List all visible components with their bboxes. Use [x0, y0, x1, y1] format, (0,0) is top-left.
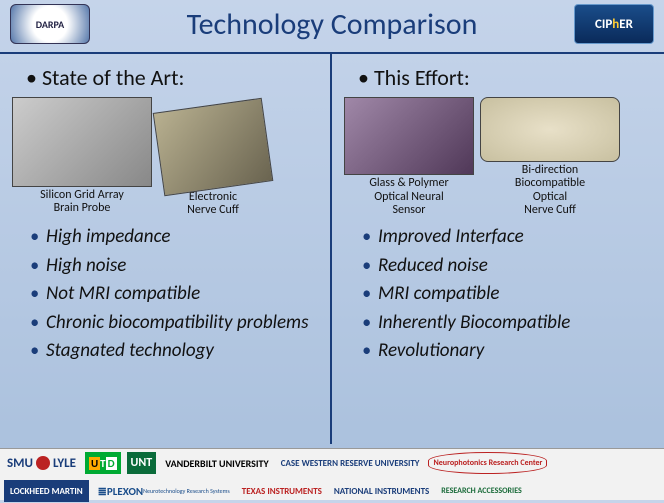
bullet-item: Stagnated technology — [30, 337, 318, 366]
bullet-item: High impedance — [30, 223, 318, 252]
cipher-pre: CIP — [595, 17, 612, 32]
bullet-item: Improved Interface — [362, 223, 652, 252]
footer-row-1: SMULYLE UTD UNT VANDERBILT UNIVERSITY CA… — [4, 451, 660, 475]
utd-logo: UTD — [85, 452, 121, 474]
image-caption: ElectronicNerve Cuff — [187, 191, 239, 217]
bullet-item: Revolutionary — [362, 337, 652, 366]
image-optical-cuff: Bi-directionBiocompatibleOpticalNerve Cu… — [480, 97, 620, 217]
bullet-item: Chronic biocompatibility problems — [30, 309, 318, 338]
optical-sensor-image — [344, 97, 474, 175]
header: DARPA Technology Comparison CIPhER — [0, 0, 664, 54]
bullet-item: High noise — [30, 252, 318, 281]
cipher-logo: CIPhER — [574, 4, 654, 44]
silicon-probe-image — [12, 97, 152, 187]
ni-logo: NATIONAL INSTRUMENTS — [331, 480, 432, 502]
bullet-item: Not MRI compatible — [30, 280, 318, 309]
left-subtitle: State of the Art: — [26, 64, 318, 91]
columns: State of the Art: Silicon Grid ArrayBrai… — [0, 54, 664, 444]
image-caption: Silicon Grid ArrayBrain Probe — [40, 189, 124, 215]
image-silicon-probe: Silicon Grid ArrayBrain Probe — [12, 97, 152, 217]
lockheed-logo: LOCKHEED MARTIN — [4, 480, 89, 502]
right-column: This Effort: Glass & PolymerOptical Neur… — [332, 54, 664, 444]
smu-logo: SMULYLE — [4, 452, 79, 474]
right-bullets: Improved Interface Reduced noise MRI com… — [344, 223, 652, 366]
nerve-cuff-image — [153, 98, 274, 196]
image-optical-sensor: Glass & PolymerOptical NeuralSensor — [344, 97, 474, 217]
darpa-logo: DARPA — [10, 4, 90, 44]
footer-logos: SMULYLE UTD UNT VANDERBILT UNIVERSITY CA… — [0, 448, 664, 500]
unt-logo: UNT — [127, 452, 157, 474]
bullet-item: Reduced noise — [362, 252, 652, 281]
cwru-logo: CASE WESTERN RESERVE UNIVERSITY — [278, 452, 423, 474]
ti-logo: TEXAS INSTRUMENTS — [239, 480, 325, 502]
optical-cuff-image — [480, 97, 620, 162]
left-images: Silicon Grid ArrayBrain Probe Electronic… — [12, 97, 318, 217]
image-caption: Glass & PolymerOptical NeuralSensor — [369, 177, 448, 217]
right-subtitle: This Effort: — [358, 64, 652, 91]
neurophotonics-logo: Neurophotonics Research Center — [428, 452, 547, 474]
image-nerve-cuff: ElectronicNerve Cuff — [158, 97, 268, 217]
bullet-item: Inherently Biocompatible — [362, 309, 652, 338]
left-column: State of the Art: Silicon Grid ArrayBrai… — [0, 54, 332, 444]
footer-row-2: LOCKHEED MARTIN ≣PLEXON Neurotechnology … — [4, 479, 660, 503]
image-caption: Bi-directionBiocompatibleOpticalNerve Cu… — [515, 164, 585, 217]
bullet-item: MRI compatible — [362, 280, 652, 309]
right-images: Glass & PolymerOptical NeuralSensor Bi-d… — [344, 97, 652, 217]
page-title: Technology Comparison — [90, 6, 574, 43]
left-bullets: High impedance High noise Not MRI compat… — [12, 223, 318, 366]
vanderbilt-logo: VANDERBILT UNIVERSITY — [162, 452, 271, 474]
ra-logo: RESEARCH ACCESSORIES — [438, 480, 525, 502]
cipher-mid: h — [612, 17, 619, 32]
cipher-post: ER — [619, 17, 633, 32]
plexon-logo: ≣PLEXON Neurotechnology Research Systems — [95, 480, 233, 502]
